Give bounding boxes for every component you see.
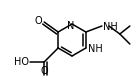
Text: NH: NH [103,22,118,32]
Text: HO: HO [14,57,29,67]
Text: N: N [67,21,75,31]
Text: O: O [35,16,42,26]
Text: O: O [40,66,48,76]
Text: NH: NH [88,44,103,54]
